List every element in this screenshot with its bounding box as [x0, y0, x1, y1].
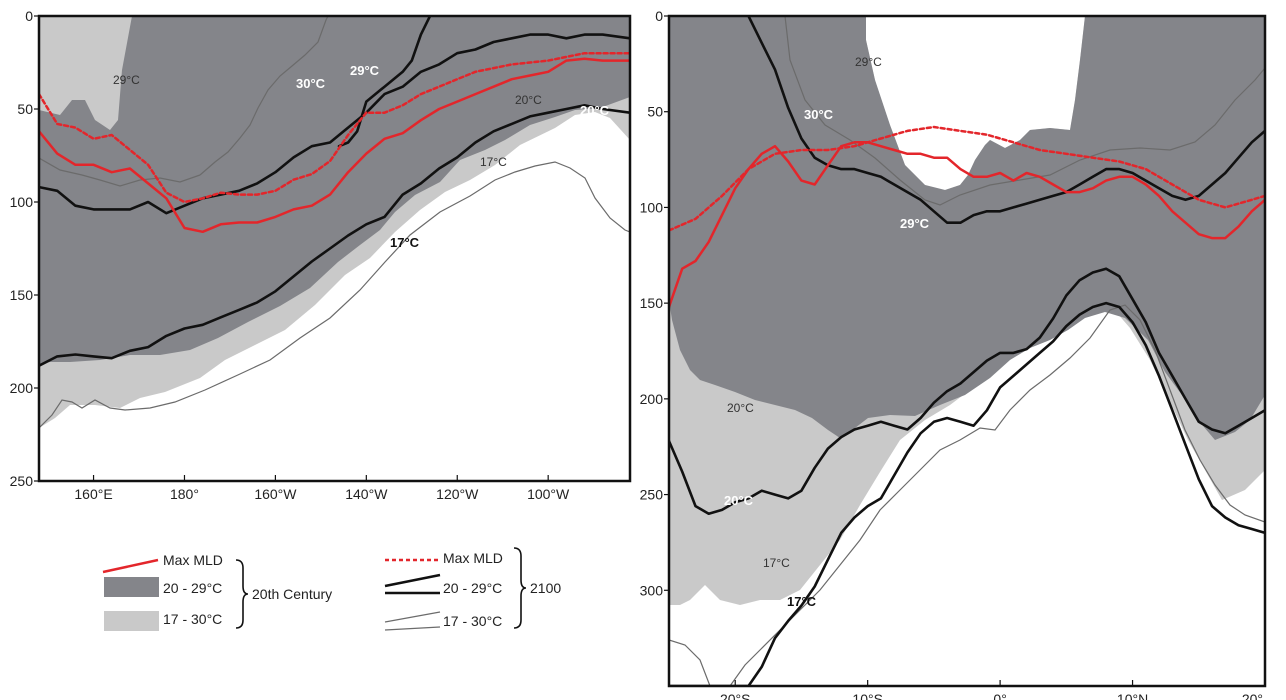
right-series-max-mld-20th-century: [669, 141, 1265, 309]
right-series-group: [669, 16, 1265, 686]
right-y-tick-label: 300: [640, 582, 664, 598]
left-plot-frame: [37, 14, 632, 483]
left-series-max-mld-20th-century: [39, 57, 630, 234]
right-y-tick-label: 150: [640, 295, 664, 311]
right-series-20-c-2100: [669, 267, 1265, 515]
legend-2100-group-label: 2100: [530, 580, 561, 596]
right-label-29C-bold: 29°C: [900, 216, 930, 231]
left-series-30-c-2100: [337, 16, 432, 148]
right-x-tick-label: 20°: [1242, 691, 1263, 700]
left-x-tick-label: 140°W: [345, 486, 388, 502]
right-y-tick-label: 100: [640, 199, 664, 215]
right-label-20C-bold: 20°C: [724, 493, 754, 508]
right-label-20C: 20°C: [727, 401, 754, 415]
right-label-17C-bold: 17°C: [787, 594, 817, 609]
left-label-17C: 17°C: [480, 155, 507, 169]
left-y-tick-label: 50: [17, 101, 33, 117]
right-y-tick-label: 250: [640, 487, 664, 503]
left-series-17-c-2100: [39, 104, 630, 367]
left-x-tick-label: 100°W: [527, 486, 570, 502]
legend-light-swatch: [104, 611, 159, 631]
left-thin-contour-30C: [199, 16, 329, 176]
left-label-29C: 29°C: [113, 73, 140, 87]
legend-thin-swatch-b: [384, 626, 441, 631]
legend-thin-swatch-a: [384, 611, 441, 623]
left-label-20C-bold: 20°C: [580, 103, 610, 118]
right-label-17C: 17°C: [763, 556, 790, 570]
left-thin-contour-17C: [39, 161, 630, 429]
right-light-wedge: [866, 16, 1085, 190]
left-x-tick-label: 160°W: [254, 486, 297, 502]
right-x-tick-label: 10°S: [852, 691, 883, 700]
left-x-tick-label: 180°: [170, 486, 199, 502]
legend-thick-label: 20 - 29°C: [443, 580, 502, 596]
left-y-tick-label: 100: [10, 194, 34, 210]
legend-thin-label: 17 - 30°C: [443, 613, 502, 629]
right-dark-band: [669, 16, 1265, 440]
left-y-tick-label: 0: [25, 8, 33, 24]
legend-2100-brace: [513, 547, 527, 629]
right-y-tick-label: 50: [647, 104, 663, 120]
left-label-30C: 30°C: [296, 76, 326, 91]
legend: Max MLD 20 - 29°C 17 - 30°C 20th Century…: [102, 547, 561, 631]
legend-20c-brace: [235, 559, 249, 629]
left-series-group: [39, 16, 630, 367]
right-label-29C: 29°C: [855, 55, 882, 69]
legend-dark-swatch: [104, 577, 159, 597]
left-label-20C: 20°C: [515, 93, 542, 107]
left-x-tick-label: 120°W: [436, 486, 479, 502]
annotations: 29°C 30°C 29°C 20°C 20°C 17°C 17°C 29°C …: [113, 55, 930, 609]
right-label-30C: 30°C: [804, 107, 834, 122]
left-series-20-c-2100: [39, 33, 630, 215]
left-y-tick-label: 150: [10, 287, 34, 303]
left-y-tick-label: 200: [10, 380, 34, 396]
right-x-tick-label: 0°: [993, 691, 1006, 700]
left-label-29C-bold: 29°C: [350, 63, 380, 78]
right-thin-contour-30C: [784, 16, 1265, 206]
legend-dark-label: 20 - 29°C: [163, 580, 222, 596]
legend-light-label: 17 - 30°C: [163, 611, 222, 627]
right-thin-contour-17C: [669, 304, 1265, 686]
left-y-tick-label: 250: [10, 473, 34, 489]
legend-thick-swatch-a: [384, 573, 441, 588]
right-series-30-c-2100: [747, 16, 1265, 224]
left-x-tick-label: 160°E: [74, 486, 112, 502]
left-thin-contour-upper: [39, 157, 201, 187]
right-x-tick-label: 20°S: [720, 691, 751, 700]
right-series-17-c-2100: [669, 301, 1265, 686]
right-panel: [669, 16, 1265, 605]
right-y-tick-label: 200: [640, 391, 664, 407]
right-x-tick-label: 10°N: [1117, 691, 1148, 700]
legend-20c-group-label: 20th Century: [252, 586, 332, 602]
left-series-max-mld-2100: [39, 51, 630, 204]
legend-maxmld-20c-swatch: [102, 558, 159, 574]
legend-maxmld-20c-label: Max MLD: [163, 552, 223, 568]
legend-maxmld-2100-label: Max MLD: [443, 550, 503, 566]
left-label-17C-bold: 17°C: [390, 235, 420, 250]
right-y-tick-label: 0: [655, 8, 663, 24]
right-series-max-mld-2100: [669, 125, 1265, 232]
right-plot-frame: [667, 14, 1267, 688]
